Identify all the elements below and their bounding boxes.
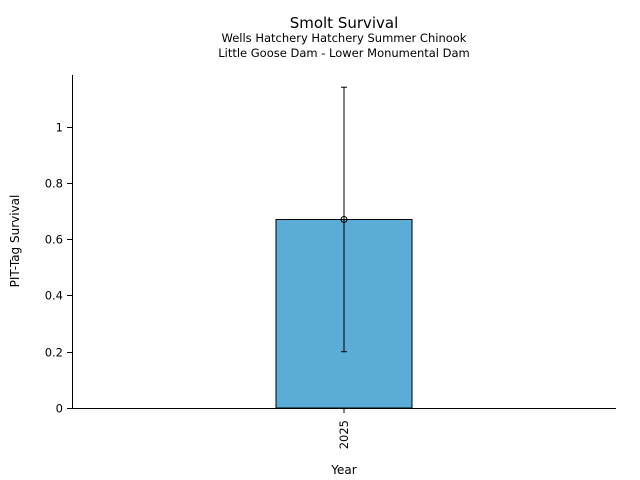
point-marker: [340, 215, 348, 223]
chart-title: Smolt Survival: [290, 14, 399, 32]
y-tick-label: 0.6: [45, 233, 63, 247]
x-axis-label: Year: [330, 463, 356, 477]
y-tick-label: 1: [56, 121, 63, 135]
chart-subtitle-line-2: Little Goose Dam - Lower Monumental Dam: [218, 46, 470, 60]
y-tick-label: 0: [56, 402, 63, 416]
y-tick-label: 0.2: [45, 346, 63, 360]
chart-subtitle-line-1: Wells Hatchery Hatchery Summer Chinook: [222, 31, 467, 45]
x-tick-label: 2025: [337, 420, 351, 449]
plot-area: [275, 86, 413, 409]
y-axis-label: PIT-Tag Survival: [8, 195, 22, 288]
y-tick-label: 0.8: [45, 177, 63, 191]
y-tick-label: 0.4: [45, 289, 63, 303]
